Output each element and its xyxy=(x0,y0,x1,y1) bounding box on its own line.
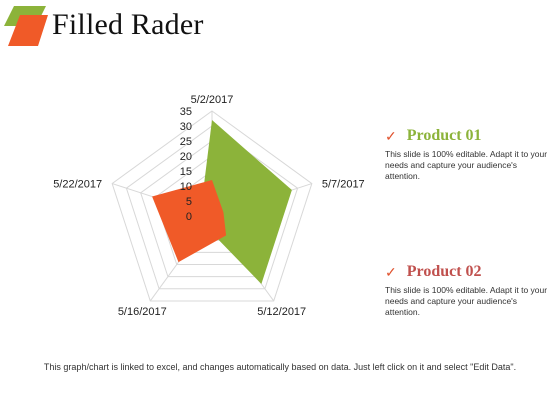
radial-tick-label: 10 xyxy=(180,181,192,193)
category-label: 5/7/2017 xyxy=(322,179,365,191)
radial-tick-label: 25 xyxy=(180,136,192,148)
radial-tick-label: 35 xyxy=(180,106,192,118)
grid-ring xyxy=(111,110,313,302)
radial-tick-label: 20 xyxy=(180,151,192,163)
radial-tick-label: 0 xyxy=(186,211,192,223)
radial-tick-label: 15 xyxy=(180,166,192,178)
legend-label: Product 01 xyxy=(406,127,482,144)
category-label: 5/22/2017 xyxy=(53,179,102,191)
legend-label: Product 02 xyxy=(406,263,482,280)
check-icon: ✓ xyxy=(385,263,397,280)
logo-icon xyxy=(4,6,48,46)
footer-note: This graph/chart is linked to excel, and… xyxy=(43,362,517,372)
legend-item-product-02: ✓ Product 02 This slide is 100% editable… xyxy=(385,263,550,318)
radial-tick-label: 30 xyxy=(180,121,192,133)
legend-description: This slide is 100% editable. Adapt it to… xyxy=(385,149,548,181)
grid-ring xyxy=(125,125,299,290)
category-label: 5/2/2017 xyxy=(191,94,234,106)
legend-description: This slide is 100% editable. Adapt it to… xyxy=(385,285,548,317)
page-title: Filled Rader xyxy=(52,8,204,41)
series-area-1 xyxy=(200,120,292,284)
category-label: 5/16/2017 xyxy=(118,306,167,318)
radial-tick-label: 5 xyxy=(186,196,192,208)
check-icon: ✓ xyxy=(385,127,397,144)
category-label: 5/12/2017 xyxy=(257,306,306,318)
series-area-2 xyxy=(152,180,227,263)
legend-item-product-01: ✓ Product 01 This slide is 100% editable… xyxy=(385,127,550,182)
